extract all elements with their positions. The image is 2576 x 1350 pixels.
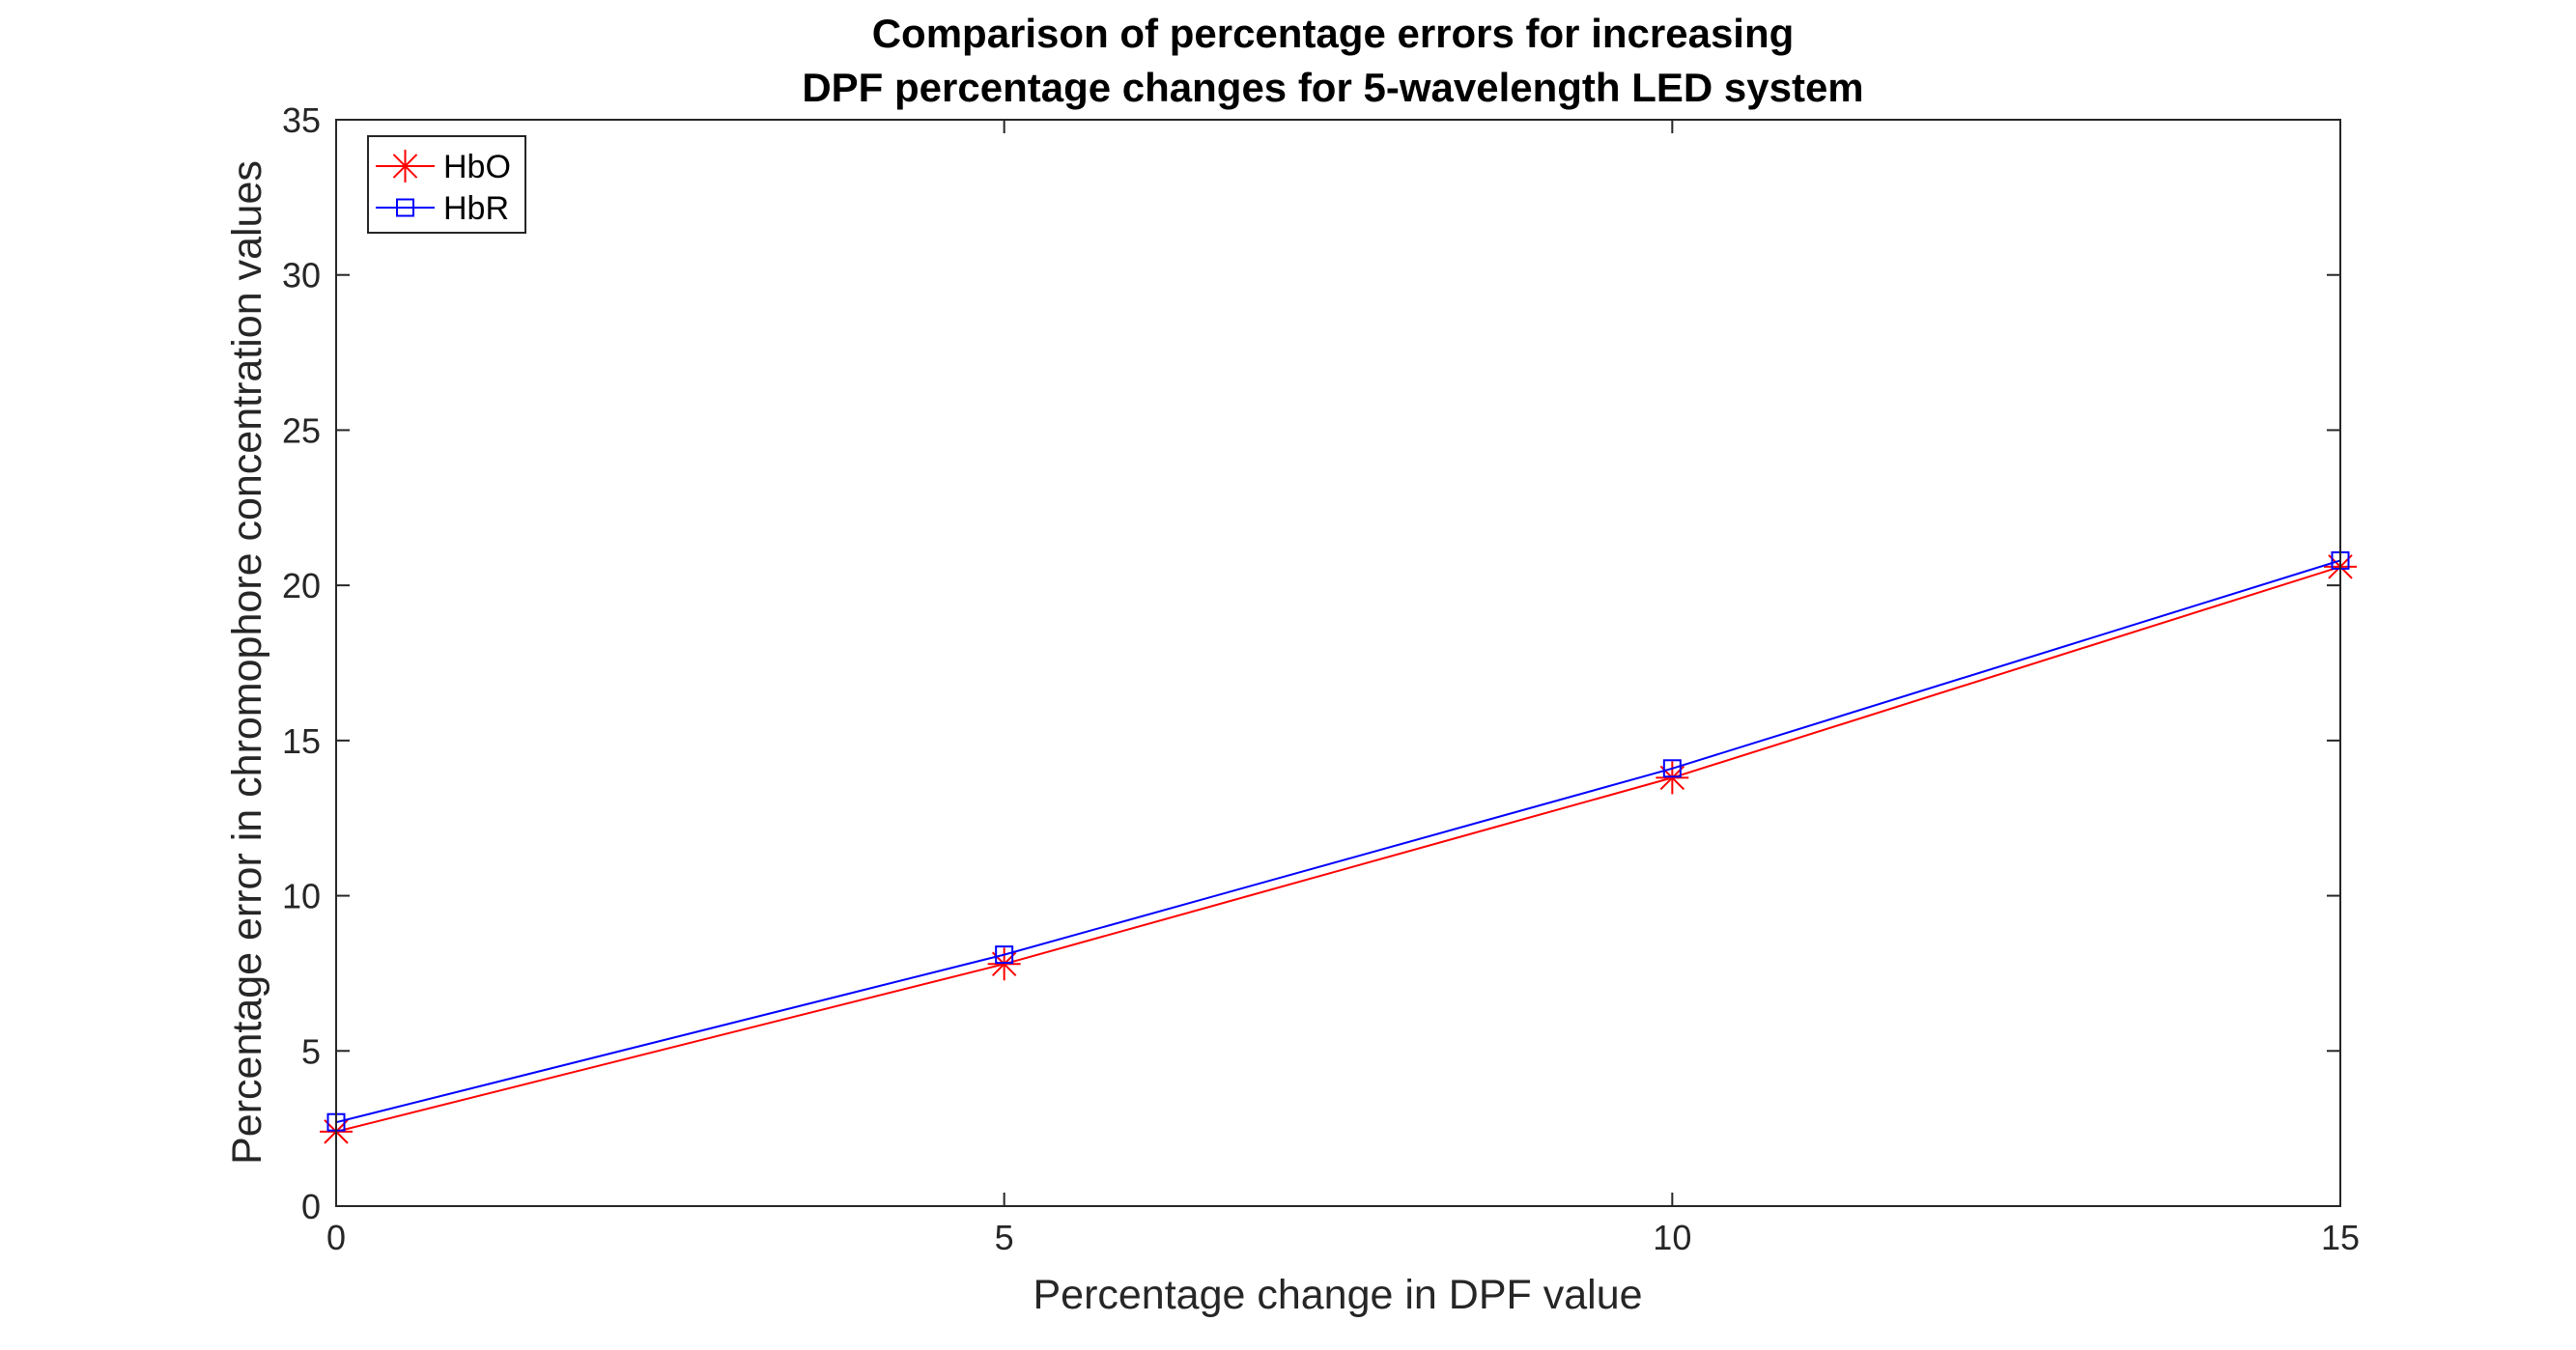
- plot-frame: [335, 119, 2341, 1207]
- legend-symbol-hbr: [396, 198, 414, 217]
- y-tick-label-1: 5: [301, 1031, 321, 1071]
- x-tick-label-2: 10: [1653, 1218, 1691, 1257]
- x-tick-label-0: 0: [326, 1218, 346, 1257]
- legend-label-hbr: HbR: [443, 190, 509, 227]
- data-point-hbr-1-square: [995, 945, 1014, 965]
- data-point-hbr-2-square: [1662, 759, 1682, 778]
- y-axis-label: Percentage error in chromophore concentr…: [224, 160, 270, 1165]
- y-tick-label-7: 35: [282, 100, 321, 140]
- data-point-hbo-1: [987, 947, 1021, 981]
- legend-symbol-hbo: [388, 150, 422, 183]
- legend-symbol-hbr-square: [396, 198, 414, 217]
- x-tick-label-1: 5: [995, 1218, 1014, 1257]
- legend-label-hbo: HbO: [443, 149, 511, 185]
- legend-marker-hbr: [396, 198, 414, 217]
- y-tick-label-6: 30: [282, 256, 321, 295]
- data-point-hbo-2: [1656, 761, 1689, 795]
- data-point-hbr-1: [995, 945, 1014, 965]
- x-tick-label-3: 15: [2321, 1218, 2360, 1257]
- legend-marker-hbo: [388, 150, 422, 183]
- legend-box: [367, 135, 526, 234]
- y-tick-label-5: 25: [282, 410, 321, 450]
- data-point-hbr-2: [1662, 759, 1682, 778]
- y-tick-label-4: 20: [282, 566, 321, 605]
- series-line-hbo: [335, 565, 2341, 1133]
- chart-title-line-2: DPF percentage changes for 5-wavelength …: [802, 65, 1863, 110]
- y-tick-label-3: 15: [282, 721, 321, 761]
- legend-symbol-hbo-stroke-3: [392, 154, 418, 179]
- chart-title-line-1: Comparison of percentage errors for incr…: [872, 11, 1795, 56]
- legend: HbO HbR: [367, 135, 526, 234]
- series-line-hbr: [335, 559, 2341, 1124]
- plot-area: [336, 120, 2340, 1206]
- x-axis-label: Percentage change in DPF value: [1033, 1272, 1642, 1318]
- y-tick-label-0: 0: [301, 1187, 321, 1226]
- y-tick-label-2: 10: [282, 877, 321, 916]
